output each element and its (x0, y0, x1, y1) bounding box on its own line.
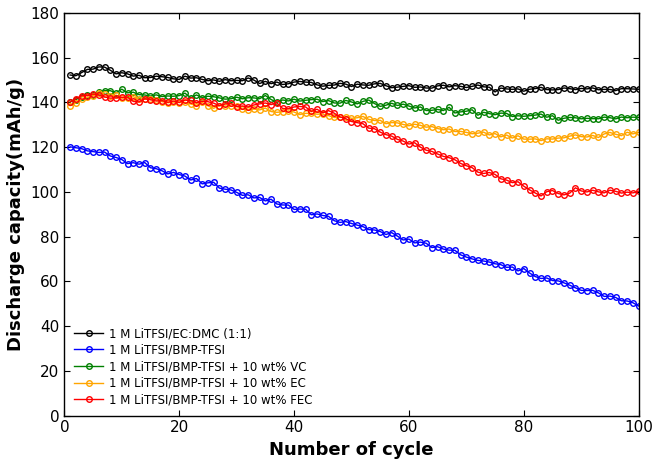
1 M LiTFSI/BMP-TFSI (359, 224, 367, 229)
1 M LiTFSI/EC:DMC (1:1) (635, 87, 643, 92)
1 M LiTFSI/EC:DMC (1:1) (66, 72, 74, 78)
Legend: 1 M LiTFSI/EC:DMC (1:1), 1 M LiTFSI/BMP-TFSI, 1 M LiTFSI/BMP-TFSI + 10 wt% VC, 1: 1 M LiTFSI/EC:DMC (1:1), 1 M LiTFSI/BMP-… (70, 323, 316, 410)
1 M LiTFSI/BMP-TFSI + 10 wt% FEC (66, 99, 74, 105)
1 M LiTFSI/EC:DMC (1:1) (204, 78, 212, 83)
1 M LiTFSI/BMP-TFSI + 10 wt% EC (600, 131, 608, 137)
1 M LiTFSI/EC:DMC (1:1) (181, 73, 189, 79)
1 M LiTFSI/BMP-TFSI + 10 wt% EC (365, 116, 373, 122)
1 M LiTFSI/EC:DMC (1:1) (600, 87, 608, 92)
1 M LiTFSI/BMP-TFSI + 10 wt% VC (204, 94, 212, 99)
1 M LiTFSI/EC:DMC (1:1) (365, 82, 373, 88)
1 M LiTFSI/BMP-TFSI + 10 wt% FEC (618, 190, 626, 196)
Line: 1 M LiTFSI/BMP-TFSI: 1 M LiTFSI/BMP-TFSI (67, 144, 642, 308)
1 M LiTFSI/BMP-TFSI + 10 wt% VC (618, 114, 626, 120)
1 M LiTFSI/BMP-TFSI + 10 wt% VC (600, 114, 608, 120)
1 M LiTFSI/EC:DMC (1:1) (491, 89, 499, 95)
1 M LiTFSI/BMP-TFSI + 10 wt% FEC (181, 97, 189, 103)
Line: 1 M LiTFSI/EC:DMC (1:1): 1 M LiTFSI/EC:DMC (1:1) (67, 64, 642, 95)
Y-axis label: Discharge capacity(mAh/g): Discharge capacity(mAh/g) (7, 78, 25, 351)
1 M LiTFSI/BMP-TFSI (176, 172, 183, 178)
1 M LiTFSI/BMP-TFSI + 10 wt% EC (204, 103, 212, 109)
1 M LiTFSI/BMP-TFSI + 10 wt% FEC (204, 99, 212, 104)
1 M LiTFSI/BMP-TFSI (66, 144, 74, 150)
1 M LiTFSI/BMP-TFSI + 10 wt% EC (635, 130, 643, 135)
1 M LiTFSI/EC:DMC (1:1) (95, 64, 103, 70)
1 M LiTFSI/BMP-TFSI + 10 wt% FEC (537, 193, 545, 199)
Line: 1 M LiTFSI/BMP-TFSI + 10 wt% EC: 1 M LiTFSI/BMP-TFSI + 10 wt% EC (67, 90, 642, 144)
1 M LiTFSI/BMP-TFSI (589, 288, 597, 293)
X-axis label: Number of cycle: Number of cycle (269, 441, 434, 459)
1 M LiTFSI/BMP-TFSI (198, 181, 206, 187)
1 M LiTFSI/BMP-TFSI + 10 wt% EC (411, 122, 418, 127)
1 M LiTFSI/EC:DMC (1:1) (411, 84, 418, 90)
1 M LiTFSI/EC:DMC (1:1) (618, 86, 626, 91)
Line: 1 M LiTFSI/BMP-TFSI + 10 wt% VC: 1 M LiTFSI/BMP-TFSI + 10 wt% VC (67, 86, 642, 123)
1 M LiTFSI/BMP-TFSI + 10 wt% VC (411, 105, 418, 111)
1 M LiTFSI/BMP-TFSI (635, 303, 643, 309)
1 M LiTFSI/BMP-TFSI + 10 wt% EC (537, 138, 545, 144)
1 M LiTFSI/BMP-TFSI + 10 wt% EC (66, 103, 74, 109)
Line: 1 M LiTFSI/BMP-TFSI + 10 wt% FEC: 1 M LiTFSI/BMP-TFSI + 10 wt% FEC (67, 91, 642, 199)
1 M LiTFSI/BMP-TFSI + 10 wt% FEC (365, 125, 373, 131)
1 M LiTFSI/BMP-TFSI + 10 wt% VC (66, 99, 74, 105)
1 M LiTFSI/BMP-TFSI + 10 wt% EC (181, 100, 189, 105)
1 M LiTFSI/BMP-TFSI + 10 wt% VC (635, 115, 643, 120)
1 M LiTFSI/BMP-TFSI + 10 wt% EC (618, 133, 626, 138)
1 M LiTFSI/BMP-TFSI + 10 wt% FEC (600, 190, 608, 196)
1 M LiTFSI/BMP-TFSI + 10 wt% VC (118, 86, 126, 92)
1 M LiTFSI/BMP-TFSI + 10 wt% VC (554, 117, 562, 123)
1 M LiTFSI/BMP-TFSI (606, 293, 614, 299)
1 M LiTFSI/BMP-TFSI + 10 wt% FEC (635, 188, 643, 194)
1 M LiTFSI/BMP-TFSI + 10 wt% VC (181, 90, 189, 96)
1 M LiTFSI/BMP-TFSI (405, 236, 413, 242)
1 M LiTFSI/BMP-TFSI + 10 wt% EC (95, 90, 103, 96)
1 M LiTFSI/BMP-TFSI + 10 wt% FEC (89, 91, 97, 97)
1 M LiTFSI/BMP-TFSI + 10 wt% VC (365, 97, 373, 103)
1 M LiTFSI/BMP-TFSI + 10 wt% FEC (411, 140, 418, 145)
